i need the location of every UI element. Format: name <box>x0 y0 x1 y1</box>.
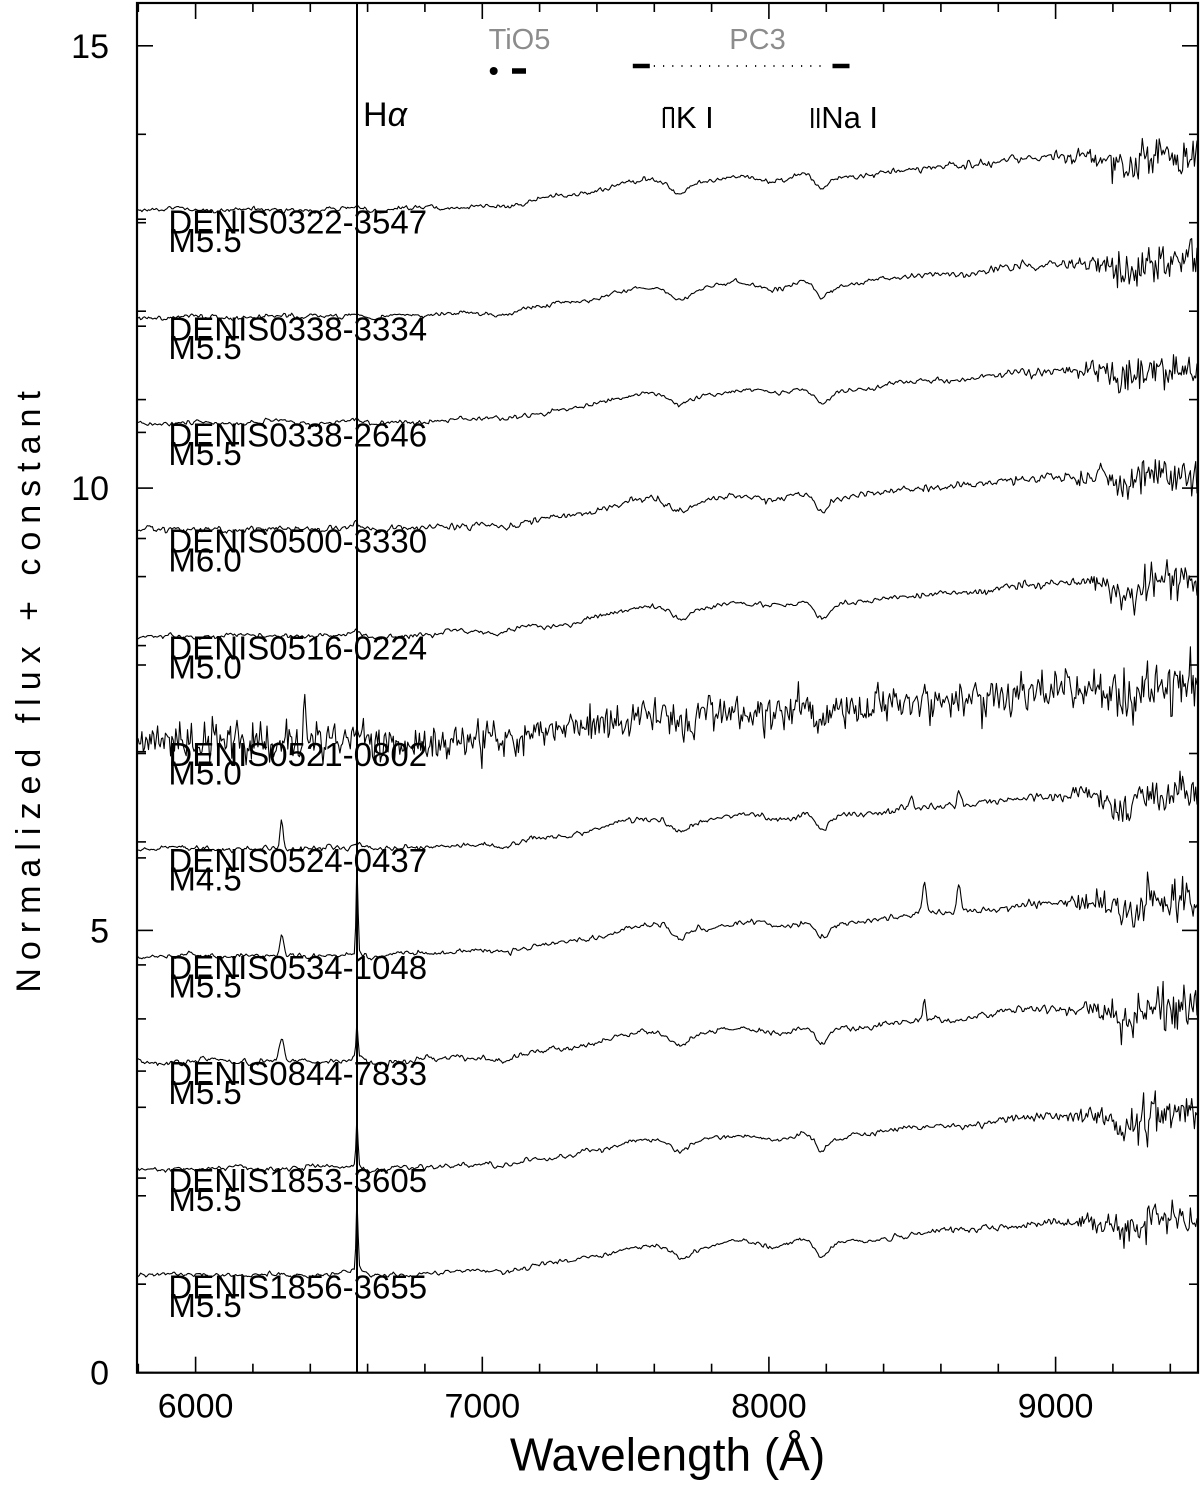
svg-text:M5.5: M5.5 <box>168 1074 241 1111</box>
svg-text:15: 15 <box>71 28 109 66</box>
svg-text:K I: K I <box>676 100 714 135</box>
svg-text:6000: 6000 <box>158 1388 234 1426</box>
svg-text:Normalized flux + constant: Normalized flux + constant <box>10 383 48 993</box>
svg-text:M5.5: M5.5 <box>168 222 241 259</box>
svg-text:M5.5: M5.5 <box>168 1287 241 1324</box>
svg-text:M5.5: M5.5 <box>168 329 241 366</box>
svg-text:8000: 8000 <box>731 1388 807 1426</box>
svg-text:Hα: Hα <box>363 96 409 134</box>
svg-text:PC3: PC3 <box>729 24 785 56</box>
svg-text:10: 10 <box>71 470 109 508</box>
svg-text:M5.5: M5.5 <box>168 1181 241 1218</box>
svg-text:M5.5: M5.5 <box>168 968 241 1005</box>
svg-text:TiO5: TiO5 <box>489 24 551 56</box>
svg-text:Na I: Na I <box>821 100 878 135</box>
svg-text:7000: 7000 <box>444 1388 520 1426</box>
svg-text:M4.5: M4.5 <box>168 861 241 898</box>
svg-text:M5.0: M5.0 <box>168 648 241 685</box>
svg-text:Wavelength (Å): Wavelength (Å) <box>510 1429 825 1481</box>
svg-text:9000: 9000 <box>1018 1388 1094 1426</box>
svg-text:5: 5 <box>90 912 109 950</box>
svg-text:M6.0: M6.0 <box>168 541 241 578</box>
svg-text:M5.0: M5.0 <box>168 754 241 791</box>
svg-text:0: 0 <box>90 1355 109 1393</box>
svg-text:M5.5: M5.5 <box>168 435 241 472</box>
